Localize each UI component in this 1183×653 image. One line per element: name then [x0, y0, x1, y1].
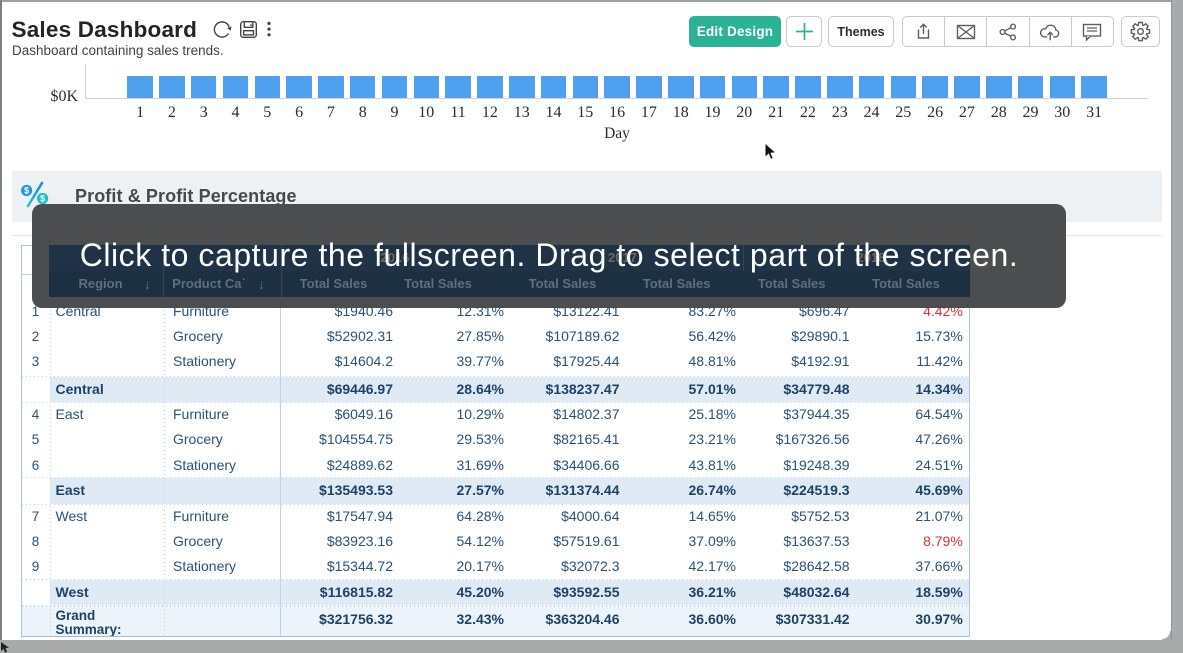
svg-text:$: $: [24, 186, 29, 196]
svg-text:$: $: [40, 194, 45, 204]
